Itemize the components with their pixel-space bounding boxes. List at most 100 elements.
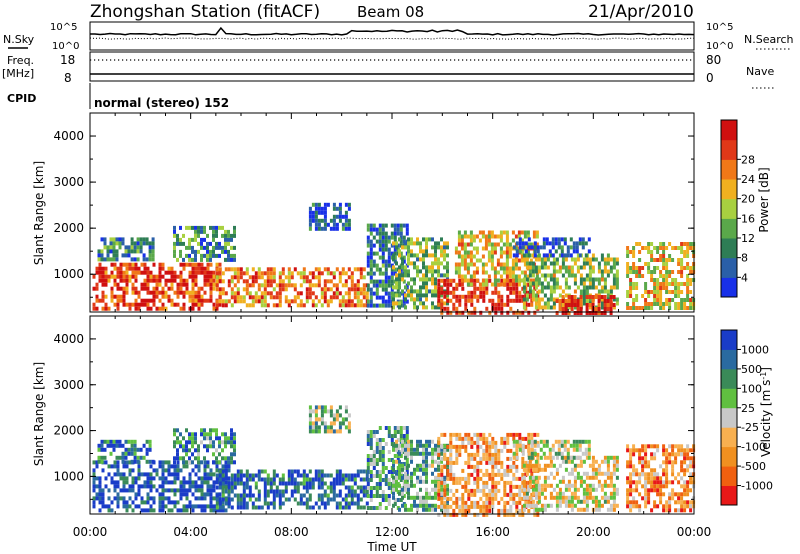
echo-cell bbox=[563, 439, 567, 444]
echo-cell bbox=[97, 455, 101, 460]
echo-cell bbox=[503, 440, 507, 445]
echo-cell bbox=[491, 464, 495, 469]
echo-cell bbox=[579, 475, 583, 480]
echo-cell bbox=[390, 271, 394, 276]
echo-cell bbox=[609, 507, 613, 512]
echo-cell bbox=[218, 477, 222, 482]
echo-cell bbox=[218, 492, 222, 497]
echo-cell bbox=[239, 473, 243, 478]
echo-cell bbox=[242, 497, 246, 502]
echo-cell bbox=[650, 456, 654, 461]
echo-cell bbox=[390, 438, 394, 442]
colorbar-segment bbox=[721, 159, 737, 180]
echo-cell bbox=[287, 267, 291, 272]
echo-cell bbox=[191, 306, 195, 311]
echo-cell bbox=[260, 291, 264, 296]
echo-cell bbox=[359, 489, 363, 494]
echo-cell bbox=[419, 249, 422, 254]
echo-cell bbox=[398, 483, 401, 488]
echo-cell bbox=[677, 290, 681, 294]
echo-cell bbox=[402, 426, 406, 430]
echo-cell bbox=[98, 500, 102, 505]
echo-cell bbox=[473, 432, 477, 437]
echo-cell bbox=[511, 262, 515, 267]
echo-cell bbox=[221, 508, 225, 513]
echo-cell bbox=[680, 476, 684, 481]
echo-cell bbox=[479, 436, 483, 441]
echo-cell bbox=[522, 487, 526, 492]
echo-cell bbox=[191, 504, 195, 509]
echo-cell bbox=[512, 439, 516, 444]
echo-cell bbox=[512, 496, 516, 501]
echo-cell bbox=[534, 305, 538, 310]
echo-cell bbox=[98, 266, 102, 271]
echo-cell bbox=[344, 409, 348, 414]
echo-cell bbox=[140, 472, 144, 477]
echo-cell bbox=[458, 298, 462, 303]
echo-cell bbox=[443, 253, 446, 258]
echo-cell bbox=[582, 261, 586, 266]
echo-cell bbox=[185, 286, 189, 291]
echo-cell bbox=[200, 508, 204, 513]
echo-cell bbox=[359, 299, 363, 304]
echo-cell bbox=[98, 278, 102, 283]
echo-cell bbox=[446, 463, 449, 468]
echo-cell bbox=[615, 257, 619, 262]
echo-cell bbox=[530, 455, 534, 460]
echo-cell bbox=[410, 439, 413, 444]
echo-cell bbox=[458, 504, 462, 509]
echo-cell bbox=[528, 475, 532, 480]
echo-cell bbox=[98, 262, 102, 267]
echo-cell bbox=[320, 291, 324, 296]
echo-cell bbox=[561, 261, 565, 266]
y-tick-label: 4000 bbox=[53, 332, 84, 346]
echo-cell bbox=[458, 282, 462, 287]
echo-cell bbox=[552, 475, 556, 480]
echo-cell bbox=[600, 285, 604, 290]
echo-cell bbox=[531, 499, 535, 504]
echo-cell bbox=[591, 253, 595, 258]
echo-cell bbox=[311, 271, 315, 276]
echo-cell bbox=[227, 253, 230, 258]
echo-cell bbox=[332, 275, 336, 280]
echo-cell bbox=[212, 488, 216, 493]
echo-cell bbox=[323, 505, 327, 510]
echo-cell bbox=[505, 246, 509, 251]
echo-cell bbox=[338, 473, 342, 478]
echo-cell bbox=[674, 294, 678, 298]
echo-cell bbox=[554, 451, 558, 456]
echo-cell bbox=[125, 262, 129, 267]
echo-cell bbox=[203, 456, 206, 461]
echo-cell bbox=[251, 299, 255, 304]
echo-cell bbox=[332, 218, 336, 223]
echo-cell bbox=[528, 261, 532, 266]
echo-cell bbox=[515, 508, 519, 513]
echo-cell bbox=[499, 282, 503, 287]
echo-cell bbox=[460, 262, 464, 267]
echo-cell bbox=[284, 485, 288, 490]
echo-cell bbox=[455, 432, 459, 437]
echo-cell bbox=[372, 486, 376, 490]
echo-cell bbox=[101, 492, 105, 497]
echo-cell bbox=[381, 223, 385, 228]
echo-cell bbox=[689, 282, 693, 286]
echo-cell bbox=[116, 270, 120, 275]
echo-cell bbox=[115, 253, 119, 258]
echo-cell bbox=[671, 246, 675, 250]
echo-cell bbox=[399, 470, 403, 474]
echo-cell bbox=[527, 447, 531, 452]
echo-cell bbox=[287, 275, 291, 280]
echo-cell bbox=[671, 278, 675, 282]
echo-cell bbox=[206, 274, 210, 279]
echo-cell bbox=[369, 291, 373, 296]
echo-cell bbox=[200, 460, 203, 465]
nsky-panel: N.Sky 10^5 10^0 10^5 10^0 N.Search bbox=[3, 21, 794, 52]
colorbar-segment bbox=[721, 349, 737, 370]
echo-cell bbox=[95, 492, 99, 497]
echo-cell bbox=[353, 501, 357, 506]
echo-cell bbox=[635, 500, 639, 505]
echo-cell bbox=[311, 425, 315, 430]
echo-cell bbox=[644, 500, 648, 505]
echo-cell bbox=[597, 289, 601, 294]
